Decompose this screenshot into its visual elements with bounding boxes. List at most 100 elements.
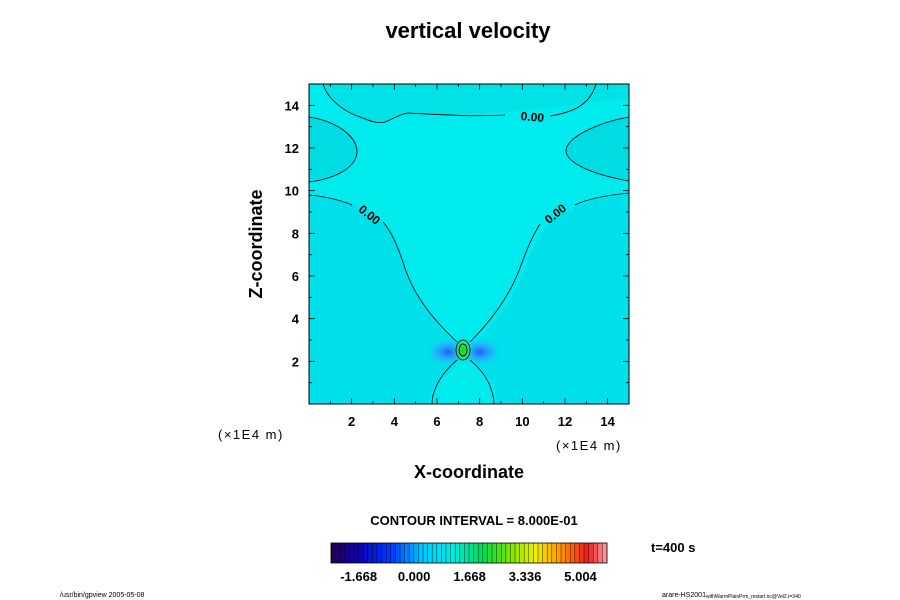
colorbar-segment (533, 543, 539, 563)
colorbar-segment (473, 543, 479, 563)
colorbar-segment (496, 543, 502, 563)
colorbar-tick-label: -1.668 (340, 569, 377, 584)
y-axis-title: Z-coordinate (246, 189, 266, 298)
colorbar-segment (538, 543, 543, 563)
y-tick-label: 14 (285, 98, 300, 113)
footer-right: arare-HS2001withWarmPlainPrm_restart.nc@… (662, 592, 801, 600)
footer-right-small: withWarmPlainPrm_restart.nc@Vel2,t=340 (706, 594, 801, 600)
chart-title: vertical velocity (385, 18, 551, 43)
colorbar-segment (455, 543, 461, 563)
colorbar-segment (524, 543, 530, 563)
colorbar-segment (446, 543, 451, 563)
colorbar-segment (367, 543, 373, 563)
contour-bottom-right (469, 359, 495, 404)
x-tick-label: 2 (348, 414, 355, 429)
colorbar-segment (381, 543, 387, 563)
colorbar-tick-label: 0.000 (398, 569, 431, 584)
colorbar-segment (551, 543, 557, 563)
colorbar-segment (413, 543, 419, 563)
colorbar-segment (505, 543, 511, 563)
colorbar-segment (519, 543, 525, 563)
colorbar-segment (478, 543, 484, 563)
colorbar-segment (331, 543, 336, 563)
colorbar-segment (404, 543, 410, 563)
y-tick-label: 2 (292, 354, 299, 369)
colorbar-segment (423, 543, 428, 563)
colorbar-segment (400, 543, 405, 563)
y-axis-unit: (×1E4 m) (218, 427, 284, 442)
x-tick-label: 12 (558, 414, 572, 429)
x-axis-unit: (×1E4 m) (556, 438, 622, 453)
footer-right-main: arare-HS2001 (662, 592, 706, 599)
colorbar-segment (547, 543, 553, 563)
contour-right-zero (469, 192, 629, 343)
colorbar-segment (561, 543, 566, 563)
colorbar-segment (593, 543, 599, 563)
contour-interval: CONTOUR INTERVAL = 8.000E-01 (370, 513, 577, 528)
colorbar-segment (556, 543, 562, 563)
colorbar-segment (579, 543, 585, 563)
footer-left: /usr/bin/gpview 2005-05-08 (60, 592, 145, 599)
colorbar-segment (588, 543, 594, 563)
colorbar-segment (344, 543, 350, 563)
colorbar-tick-label: 5.004 (564, 569, 597, 584)
colorbar-tick-label: 3.336 (509, 569, 542, 584)
x-tick-label: 4 (391, 414, 399, 429)
shade-top-band (309, 84, 629, 124)
contour-right-lobe (565, 116, 629, 182)
colorbar-segment (515, 543, 520, 563)
colorbar-segment (584, 543, 589, 563)
x-tick-label: 6 (433, 414, 440, 429)
colorbar-segment (386, 543, 392, 563)
colorbar-segment (349, 543, 355, 563)
y-tick-label: 6 (292, 269, 299, 284)
colorbar-segment (492, 543, 497, 563)
colorbar-segment (377, 543, 382, 563)
colorbar-segment (436, 543, 442, 563)
contour-core-inner (458, 343, 468, 357)
shade-lower-right (471, 194, 629, 404)
colorbar-segment (427, 543, 433, 563)
x-tick-label: 10 (515, 414, 529, 429)
shade-lower-left (309, 196, 460, 404)
contour-plot: 0.00 0.00 0.00 (309, 84, 629, 404)
x-tick-label: 8 (476, 414, 483, 429)
colorbar-segment (528, 543, 534, 563)
plot-frame (308, 83, 630, 405)
colorbar-segment (570, 543, 576, 563)
shade-right-lobe (565, 116, 629, 180)
contour-left-zero (309, 194, 458, 343)
colorbar-segment (372, 543, 378, 563)
colorbar-segment (395, 543, 401, 563)
colorbar-tick-label: 1.668 (453, 569, 486, 584)
colorbar-segment (487, 543, 493, 563)
colorbar-segment (501, 543, 507, 563)
y-axis: 2 4 6 8 10 12 14 (285, 83, 629, 405)
contour-label-top: 0.00 (520, 109, 545, 125)
x-tick-label: 14 (600, 414, 615, 429)
colorbar-segment (335, 543, 341, 563)
colorbar (330, 542, 608, 564)
y-tick-label: 12 (285, 141, 299, 156)
colorbar-segment (390, 543, 396, 563)
colorbar-segment (459, 543, 465, 563)
colorbar-segment (469, 543, 474, 563)
colorbar-frame (330, 542, 608, 564)
contour-left-lobe (309, 116, 358, 183)
contour-core-outer (455, 339, 471, 361)
colorbar-segment (602, 543, 608, 563)
colorbar-segment (409, 543, 415, 563)
colorbar-segment (340, 543, 346, 563)
colorbar-segment (418, 543, 424, 563)
colorbar-segment (565, 543, 571, 563)
y-tick-label: 8 (292, 226, 299, 241)
colorbar-segment (574, 543, 580, 563)
colorbar-segment (482, 543, 488, 563)
x-axis-title: X-coordinate (414, 462, 524, 482)
contour-bottom-left (431, 359, 458, 404)
colorbar-segment (597, 543, 603, 563)
colorbar-segment (441, 543, 447, 563)
colorbar-segment (464, 543, 470, 563)
contour-top (322, 84, 597, 124)
